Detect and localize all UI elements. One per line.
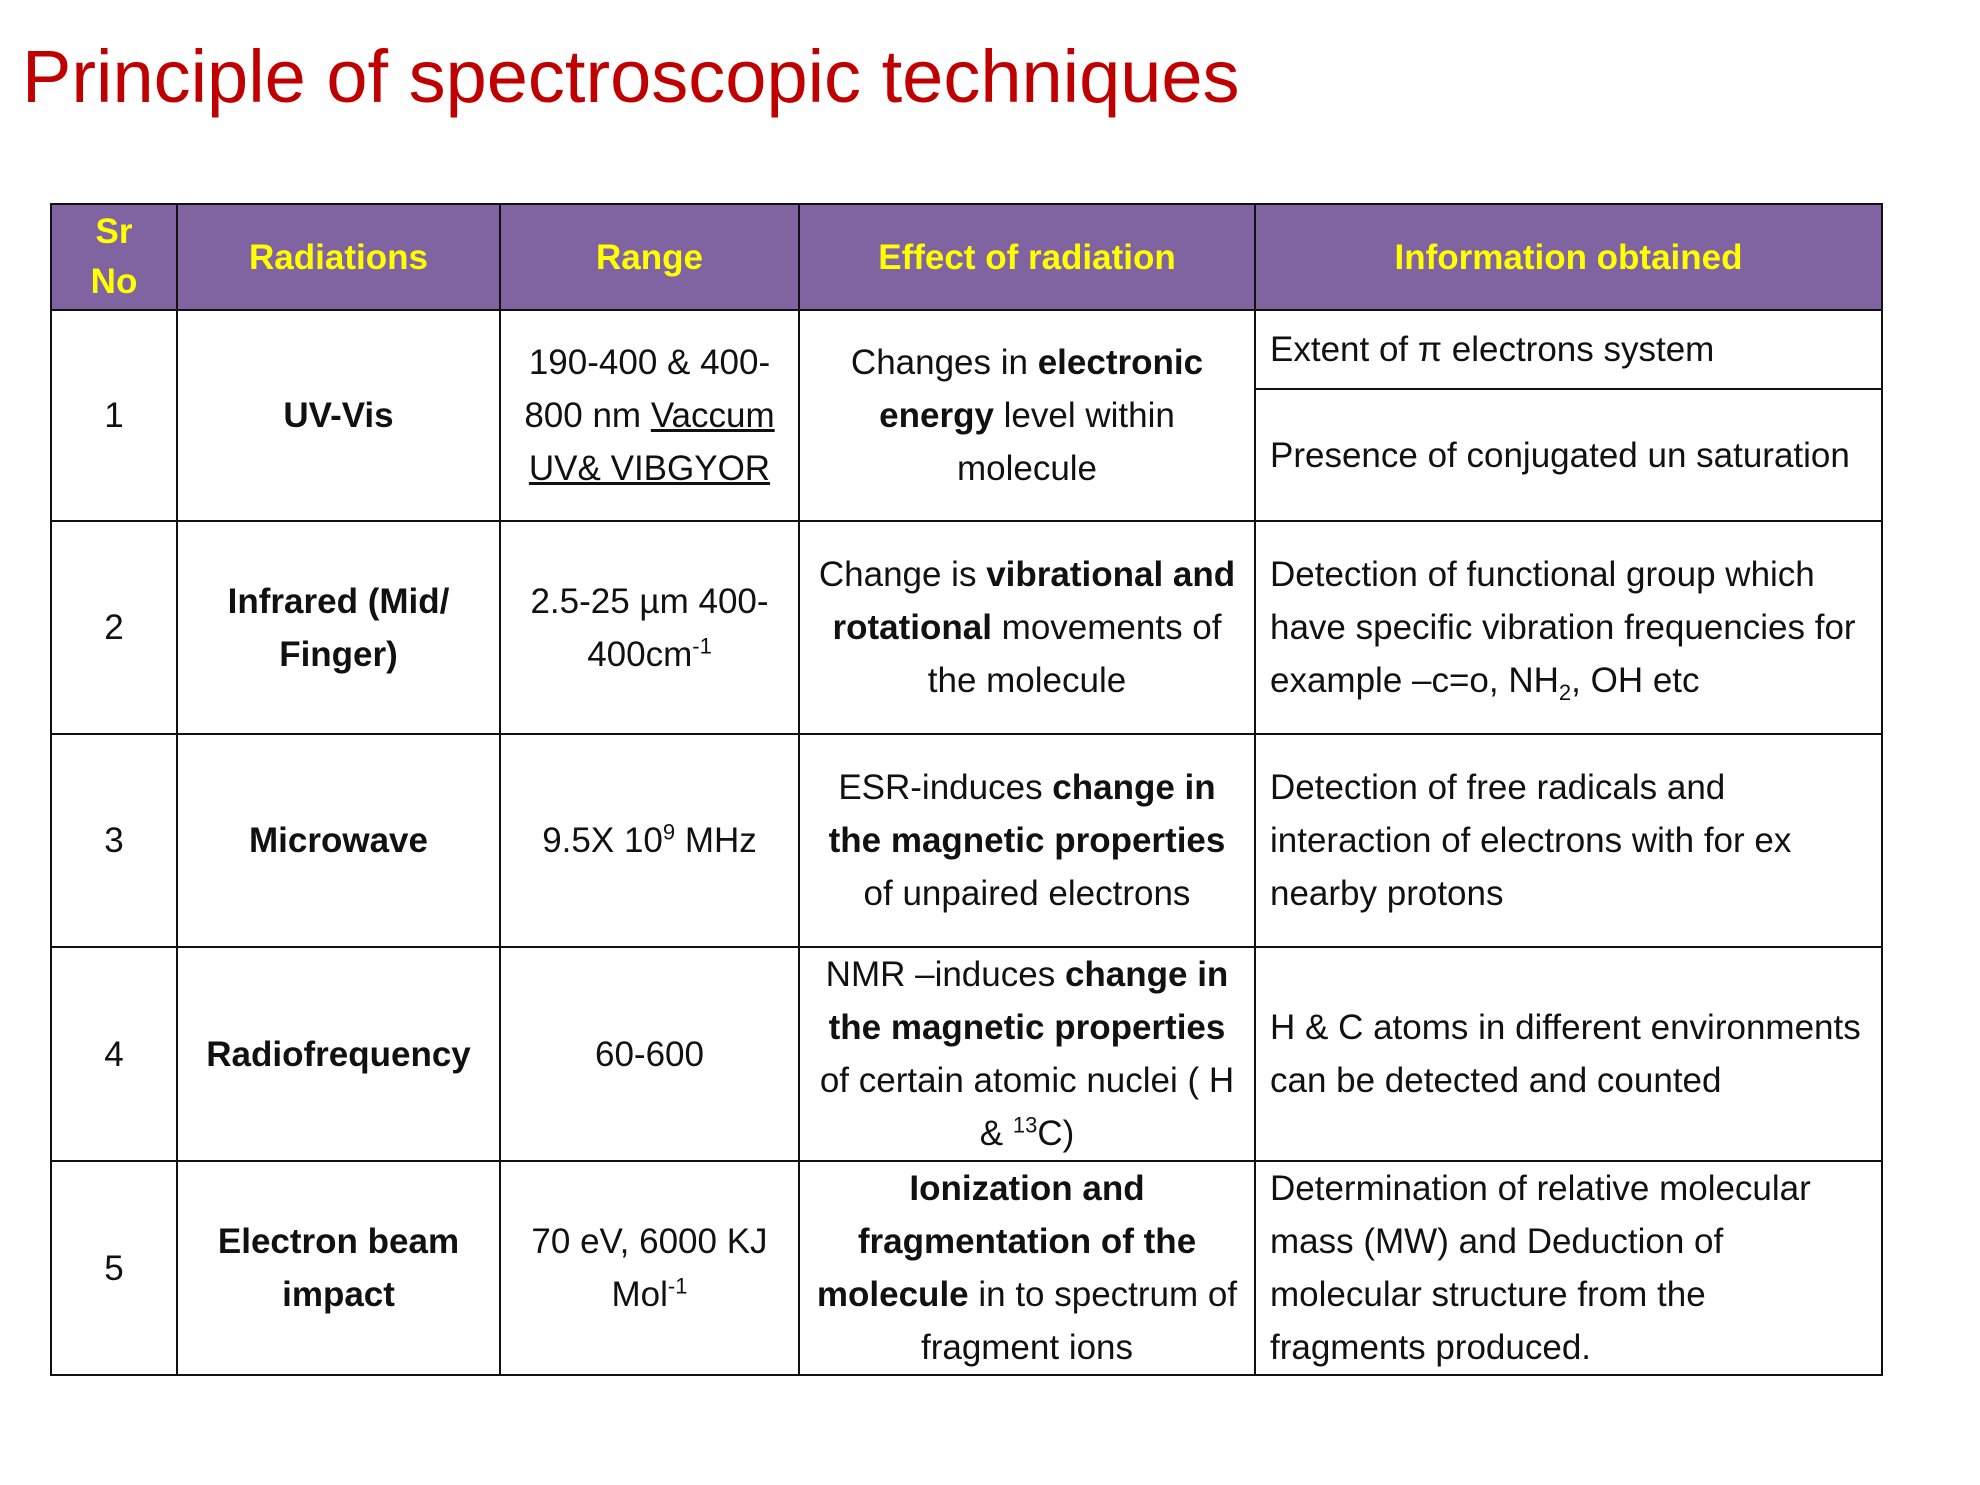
text-run: Determination of relative molecular mass…: [1270, 1169, 1811, 1367]
text-run: 9.5X 10: [542, 821, 663, 860]
header-cell: Sr No: [50, 203, 178, 311]
text-run: -1: [692, 632, 712, 658]
text-run: change in the magnetic properties: [828, 768, 1226, 860]
effect-cell: Ionization and fragmentation of the mole…: [798, 1160, 1256, 1376]
text-run: vibrational and rotational: [832, 555, 1236, 647]
text-run: Microwave: [249, 821, 428, 860]
range-cell: 2.5-25 µm 400-400cm-1: [499, 520, 800, 735]
range-cell: 9.5X 109 MHz: [499, 733, 800, 948]
table-row: 1 UV-Vis 190-400 & 400-800 nm Vaccum UV& V…: [50, 309, 1883, 522]
text-run: Detection of functional group which have…: [1270, 555, 1856, 700]
sr-cell: 5: [50, 1160, 178, 1376]
text-run: movements of the molecule: [927, 608, 1222, 700]
sr-cell: 4: [50, 946, 178, 1162]
text-run: Vaccum UV& VIBGYOR: [528, 396, 775, 488]
text-run: Ionization and fragmentation of the mole…: [816, 1169, 1197, 1314]
table-row: 5 Electron beam impact 70 eV, 6000 KJ Mol-…: [50, 1160, 1883, 1376]
text-run: Infrared (Mid/ Finger): [227, 581, 450, 674]
information-cell: Determination of relative molecular mass…: [1254, 1160, 1883, 1376]
header-cell: Information obtained: [1254, 203, 1883, 311]
text-run: Radiofrequency: [206, 1034, 471, 1074]
slide-title: Principle of spectroscopic techniques: [22, 35, 1240, 118]
sr-cell: 2: [50, 520, 178, 735]
text-run: 9: [662, 819, 676, 845]
text-run: of certain atomic nuclei ( H &: [819, 1061, 1235, 1153]
text-run: electronic energy: [879, 343, 1204, 435]
text-run: Changes in: [850, 343, 1038, 382]
text-run: 2: [1558, 680, 1572, 705]
range-cell: 70 eV, 6000 KJ Mol-1: [499, 1160, 800, 1376]
range-cell: 190-400 & 400-800 nm Vaccum UV& VIBGYOR: [499, 309, 800, 522]
effect-cell: NMR –induces change in the magnetic prop…: [798, 946, 1256, 1162]
text-run: Extent of π electrons system: [1270, 330, 1715, 369]
text-run: in to spectrum of fragment ions: [920, 1275, 1238, 1367]
radiation-cell: UV-Vis: [176, 309, 501, 522]
header-text: Radiations: [249, 237, 428, 277]
information-cell: Detection of free radicals and interacti…: [1254, 733, 1883, 948]
text-run: C): [1037, 1114, 1075, 1153]
range-cell: 60-600: [499, 946, 800, 1162]
text-run: MHz: [675, 821, 757, 860]
text-run: ESR-induces: [838, 768, 1053, 807]
sr-cell: 3: [50, 733, 178, 948]
text-run: 70 eV, 6000 KJ Mol: [531, 1222, 768, 1314]
text-run: 60-600: [595, 1034, 704, 1074]
sr-cell: 1: [50, 309, 178, 522]
text-run: UV-Vis: [283, 396, 394, 435]
header-text: Range: [596, 237, 703, 277]
text-run: -1: [667, 1273, 688, 1299]
text-run: Detection of free radicals and interacti…: [1270, 768, 1792, 913]
effect-cell: Change is vibrational and rotational mov…: [798, 520, 1256, 735]
text-run: Change is: [818, 555, 987, 594]
text-run: , OH etc: [1571, 661, 1700, 700]
text-run: Presence of conjugated un saturation: [1270, 435, 1850, 475]
header-text: Information obtained: [1394, 237, 1743, 277]
text-run: of unpaired electrons: [863, 874, 1191, 913]
text-run: level within molecule: [956, 396, 1175, 488]
text-run: 2.5-25 µm 400-400cm: [530, 581, 769, 674]
text-run: NMR –induces: [825, 955, 1065, 994]
information-cell: Detection of functional group which have…: [1254, 520, 1883, 735]
radiation-cell: Microwave: [176, 733, 501, 948]
radiation-cell: Electron beam impact: [176, 1160, 501, 1376]
header-text: Effect of radiation: [878, 237, 1176, 277]
radiation-cell: Radiofrequency: [176, 946, 501, 1162]
text-run: H & C atoms in different environments ca…: [1270, 1008, 1861, 1100]
text-run: 190-400 & 400-800 nm: [524, 343, 771, 435]
information-cell: H & C atoms in different environments ca…: [1254, 946, 1883, 1162]
table-row: 4 Radiofrequency 60-600 NMR –induces change…: [50, 946, 1883, 1162]
text-run: Electron beam impact: [217, 1222, 460, 1314]
effect-cell: ESR-induces change in the magnetic prope…: [798, 733, 1256, 948]
table-row: Presence of conjugated un saturation: [51, 388, 1883, 522]
header-cell: Effect of radiation: [798, 203, 1256, 311]
header-text: Sr No: [90, 211, 138, 301]
header-cell: Range: [499, 203, 800, 311]
text-run: change in the magnetic properties: [828, 955, 1229, 1047]
text-run: 13: [1012, 1112, 1038, 1138]
header-row: Sr No Radiations Range Effect of radiation I…: [50, 203, 1883, 311]
header-cell: Radiations: [176, 203, 501, 311]
information-cell: Presence of conjugated un saturation: [1254, 388, 1883, 522]
table-row: 2 Infrared (Mid/ Finger) 2.5-25 µm 400-400…: [50, 520, 1883, 735]
techniques-table: Sr No Radiations Range Effect of radiation I…: [50, 203, 1883, 1376]
table-row: 3 Microwave 9.5X 109 MHz ESR-induces change…: [50, 733, 1883, 948]
information-cell: Extent of π electrons system: [1254, 309, 1883, 390]
effect-cell: Changes in electronic energy level withi…: [798, 309, 1256, 522]
radiation-cell: Infrared (Mid/ Finger): [176, 520, 501, 735]
